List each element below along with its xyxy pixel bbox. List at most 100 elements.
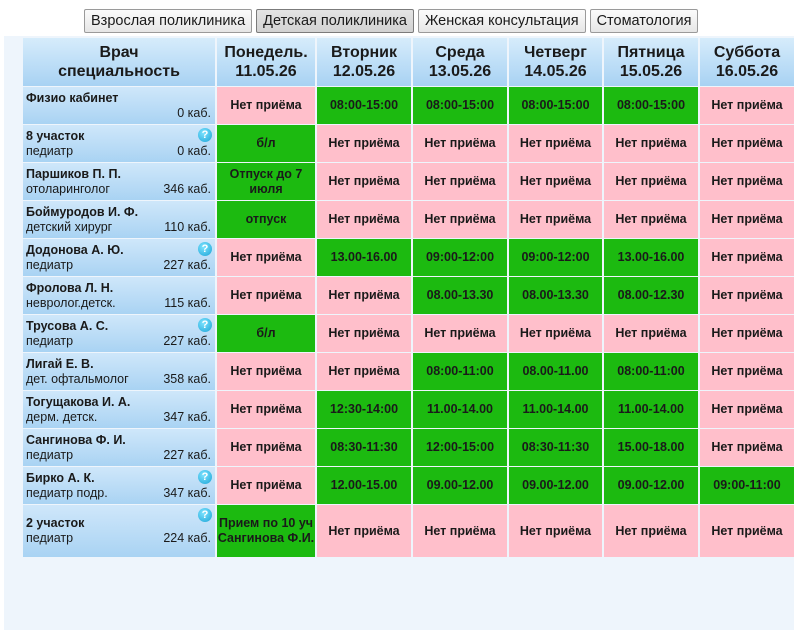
- day-name: Среда: [435, 44, 485, 61]
- doctor-details: невролог.детск. 115 каб.: [26, 296, 211, 311]
- schedule-cell-available[interactable]: 08:00-11:00: [413, 353, 507, 390]
- day-date: 15.05.26: [619, 63, 683, 80]
- schedule-cell-no-reception: Нет приёма: [604, 201, 698, 238]
- help-question-icon[interactable]: ?: [198, 470, 212, 484]
- schedule-cell-no-reception: Нет приёма: [317, 201, 411, 238]
- schedule-cell-no-reception: Нет приёма: [509, 125, 602, 162]
- schedule-cell-available[interactable]: 08:00-15:00: [604, 87, 698, 124]
- help-question-icon[interactable]: ?: [198, 242, 212, 256]
- schedule-cell-available[interactable]: 08.00-13.30: [509, 277, 602, 314]
- schedule-cell-available[interactable]: 08:30-11:30: [509, 429, 602, 466]
- schedule-cell-available[interactable]: 08:30-11:30: [317, 429, 411, 466]
- schedule-cell-no-reception: Нет приёма: [317, 315, 411, 352]
- schedule-cell-available[interactable]: 11.00-14.00: [413, 391, 507, 428]
- schedule-cell-available[interactable]: 09.00-12.00: [509, 467, 602, 504]
- doctor-specialty: педиатр: [26, 143, 74, 158]
- doctor-room: 110 каб.: [164, 219, 211, 234]
- table-row: Бирко А. К. педиатр подр. 347 каб.? Нет при…: [23, 467, 794, 504]
- doctor-details: отоларинголог 346 каб.: [26, 182, 211, 197]
- schedule-cell-no-reception: Нет приёма: [509, 201, 602, 238]
- schedule-cell-available[interactable]: 12.00-15.00: [317, 467, 411, 504]
- doctor-name: 8 участок: [26, 128, 85, 143]
- day-name: Вторник: [330, 44, 398, 61]
- day-date: 12.05.26: [332, 63, 396, 80]
- schedule-cell-available[interactable]: 09.00-12.00: [604, 467, 698, 504]
- table-row: Физио кабинет 0 каб. Нет приёма 08:00-15:00…: [23, 87, 794, 124]
- doctor-cell: Трусова А. С. педиатр 227 каб.?: [23, 315, 215, 352]
- help-question-icon[interactable]: ?: [198, 318, 212, 332]
- schedule-cell-no-reception: Нет приёма: [217, 239, 315, 276]
- schedule-cell-available[interactable]: 12:00-15:00: [413, 429, 507, 466]
- schedule-cell-available[interactable]: 09:00-12:00: [413, 239, 507, 276]
- schedule-cell-no-reception: Нет приёма: [217, 87, 315, 124]
- table-row: 2 участок педиатр 224 каб.? Прием по 10 уч …: [23, 505, 794, 557]
- schedule-cell-available[interactable]: 08.00-11.00: [509, 353, 602, 390]
- schedule-cell-available[interactable]: Отпуск до 7 июля: [217, 163, 315, 200]
- schedule-cell-available[interactable]: 15.00-18.00: [604, 429, 698, 466]
- doctor-specialty: невролог.детск.: [26, 295, 116, 310]
- doctor-cell: Лигай Е. В. дет. офтальмолог 358 каб.: [23, 353, 215, 390]
- doctor-cell: Сангинова Ф. И. педиатр 227 каб.: [23, 429, 215, 466]
- day-date: 11.05.26: [235, 63, 297, 80]
- schedule-cell-no-reception: Нет приёма: [317, 125, 411, 162]
- schedule-cell-available[interactable]: б/л: [217, 125, 315, 162]
- schedule-cell-no-reception: Нет приёма: [509, 315, 602, 352]
- schedule-cell-available[interactable]: б/л: [217, 315, 315, 352]
- day-header-thursday: Четверг 14.05.26: [509, 38, 602, 86]
- schedule-cell-no-reception: Нет приёма: [700, 201, 794, 238]
- schedule-cell-available[interactable]: Прием по 10 уч Сангинова Ф.И.: [217, 505, 315, 557]
- doctor-cell: Тогущакова И. А. дерм. детск. 347 каб.: [23, 391, 215, 428]
- doctor-details: педиатр 227 каб.: [26, 448, 211, 463]
- schedule-cell-available[interactable]: 08:00-15:00: [509, 87, 602, 124]
- schedule-cell-no-reception: Нет приёма: [509, 163, 602, 200]
- schedule-cell-available[interactable]: 08.00-12.30: [604, 277, 698, 314]
- schedule-cell-available[interactable]: 11.00-14.00: [604, 391, 698, 428]
- schedule-cell-no-reception: Нет приёма: [700, 87, 794, 124]
- schedule-cell-available[interactable]: 13.00-16.00: [604, 239, 698, 276]
- table-row: Лигай Е. В. дет. офтальмолог 358 каб. Нет п…: [23, 353, 794, 390]
- schedule-cell-no-reception: Нет приёма: [700, 125, 794, 162]
- header-row: Врач специальность Понедель. 11.05.26 Вто…: [23, 38, 794, 86]
- doctor-specialty: педиатр подр.: [26, 485, 108, 500]
- day-name: Пятница: [617, 44, 685, 61]
- schedule-cell-no-reception: Нет приёма: [700, 505, 794, 557]
- tab-dentistry[interactable]: Стоматология: [589, 9, 699, 33]
- doctor-details: дерм. детск. 347 каб.: [26, 410, 211, 425]
- doctor-room: 0 каб.: [177, 143, 211, 158]
- tab-children-clinic[interactable]: Детская поликлиника: [256, 9, 414, 33]
- schedule-cell-no-reception: Нет приёма: [700, 391, 794, 428]
- doctor-details: педиатр 0 каб.: [26, 144, 211, 159]
- schedule-cell-available[interactable]: 08:00-15:00: [317, 87, 411, 124]
- schedule-cell-available[interactable]: 08:00-15:00: [413, 87, 507, 124]
- doctor-name: Тогущакова И. А.: [26, 394, 131, 409]
- schedule-cell-available[interactable]: 11.00-14.00: [509, 391, 602, 428]
- day-date: 16.05.26: [715, 63, 779, 80]
- doctor-cell: Боймуродов И. Ф. детский хирург 110 каб.: [23, 201, 215, 238]
- schedule-cell-available[interactable]: 09:00-11:00: [700, 467, 794, 504]
- doctor-details: педиатр 227 каб.: [26, 258, 211, 273]
- day-date: 13.05.26: [428, 63, 492, 80]
- doctor-specialty: дерм. детск.: [26, 409, 98, 424]
- schedule-cell-available[interactable]: 08:00-11:00: [604, 353, 698, 390]
- table-row: Боймуродов И. Ф. детский хирург 110 каб. от…: [23, 201, 794, 238]
- day-header-tuesday: Вторник 12.05.26: [317, 38, 411, 86]
- doctor-name: Паршиков П. П.: [26, 166, 121, 181]
- schedule-cell-available[interactable]: 08.00-13.30: [413, 277, 507, 314]
- help-question-icon[interactable]: ?: [198, 128, 212, 142]
- schedule-cell-no-reception: Нет приёма: [604, 315, 698, 352]
- schedule-cell-available[interactable]: 09:00-12:00: [509, 239, 602, 276]
- schedule-cell-no-reception: Нет приёма: [413, 125, 507, 162]
- schedule-cell-available[interactable]: 09.00-12.00: [413, 467, 507, 504]
- schedule-cell-available[interactable]: 13.00-16.00: [317, 239, 411, 276]
- tab-womens-consultation[interactable]: Женская консультация: [417, 9, 586, 33]
- help-question-icon[interactable]: ?: [198, 508, 212, 522]
- doctor-cell: 8 участок педиатр 0 каб.?: [23, 125, 215, 162]
- doctor-name: Бирко А. К.: [26, 470, 95, 485]
- schedule-cell-no-reception: Нет приёма: [413, 201, 507, 238]
- doctor-specialty: педиатр: [26, 333, 74, 348]
- schedule-cell-no-reception: Нет приёма: [217, 277, 315, 314]
- schedule-cell-available[interactable]: 12:30-14:00: [317, 391, 411, 428]
- schedule-cell-available[interactable]: отпуск: [217, 201, 315, 238]
- doctor-room: 346 каб.: [163, 181, 211, 196]
- tab-adult-clinic[interactable]: Взрослая поликлиника: [84, 9, 253, 33]
